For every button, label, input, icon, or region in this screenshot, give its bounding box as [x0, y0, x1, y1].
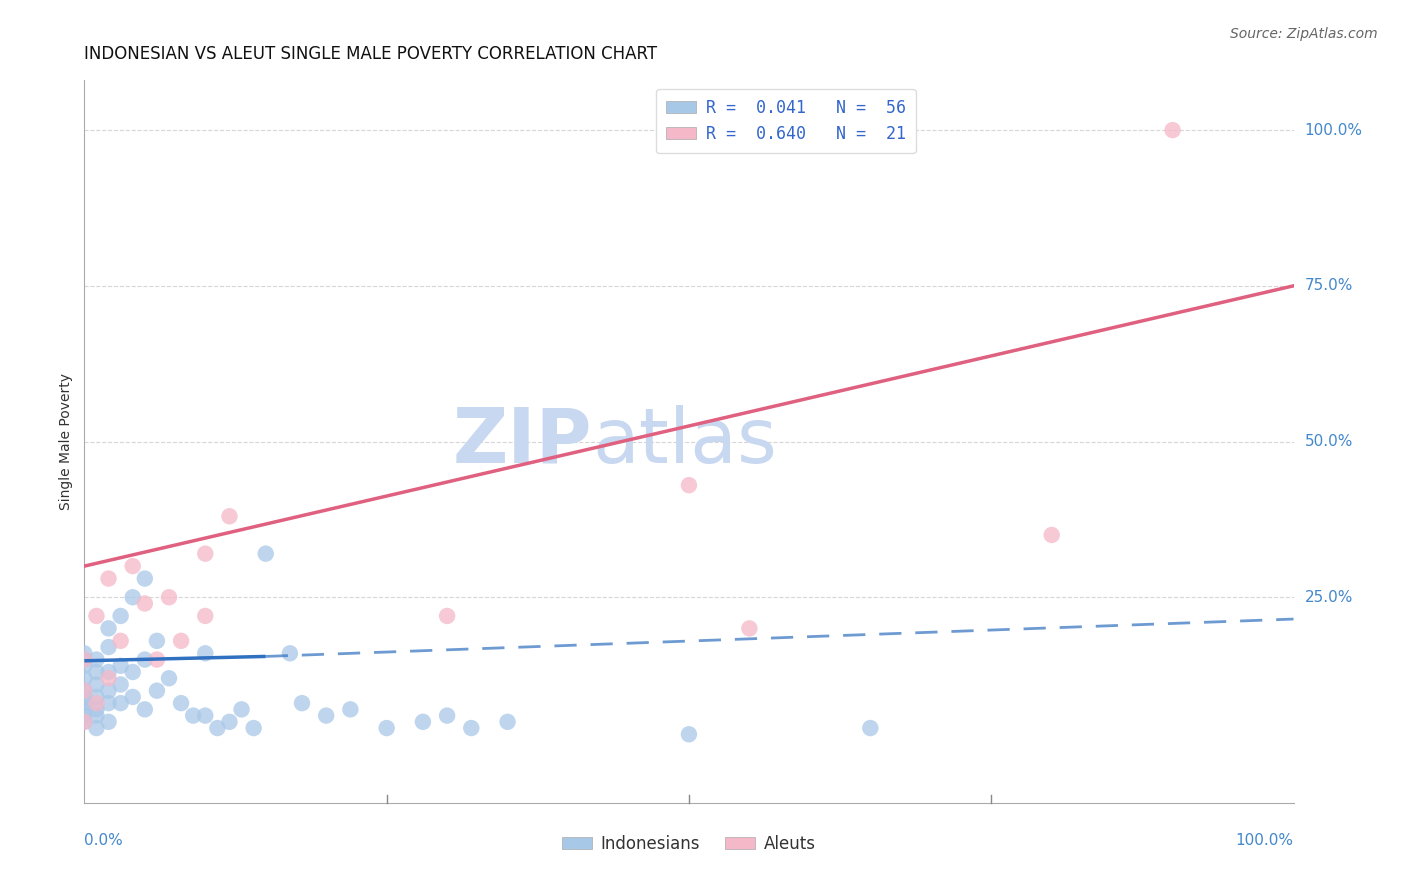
Point [73, 646, 96, 660]
Point [278, 646, 301, 660]
Point [134, 652, 156, 666]
Point [86, 721, 108, 735]
Point [146, 633, 169, 648]
Point [194, 609, 217, 624]
Point [678, 727, 700, 741]
Point [496, 714, 519, 729]
Point [1161, 123, 1184, 137]
Point [73, 696, 96, 710]
Point [254, 547, 277, 561]
Text: 50.0%: 50.0% [1305, 434, 1353, 449]
Point [110, 609, 132, 624]
Point [436, 609, 458, 624]
Point [231, 702, 253, 716]
Point [73, 690, 96, 704]
Point [375, 721, 398, 735]
Point [97, 696, 120, 710]
Point [97, 683, 120, 698]
Point [194, 547, 217, 561]
Point [157, 591, 180, 605]
Text: 0.0%: 0.0% [84, 833, 124, 848]
Point [73, 658, 96, 673]
Point [73, 708, 96, 723]
Point [121, 690, 143, 704]
Point [110, 696, 132, 710]
Point [146, 683, 169, 698]
Point [315, 708, 337, 723]
Point [339, 702, 361, 716]
Point [738, 621, 761, 635]
Text: 100.0%: 100.0% [1236, 833, 1294, 848]
Point [86, 708, 108, 723]
Y-axis label: Single Male Poverty: Single Male Poverty [59, 373, 73, 510]
Point [73, 714, 96, 729]
Point [73, 714, 96, 729]
Point [86, 696, 108, 710]
Point [121, 559, 143, 574]
Point [121, 665, 143, 679]
Point [97, 572, 120, 586]
Point [218, 509, 240, 524]
Point [73, 702, 96, 716]
Point [291, 696, 314, 710]
Point [86, 690, 108, 704]
Text: atlas: atlas [592, 405, 778, 478]
Point [134, 572, 156, 586]
Legend: Indonesians, Aleuts: Indonesians, Aleuts [555, 828, 823, 860]
Point [242, 721, 264, 735]
Point [207, 721, 229, 735]
Point [86, 677, 108, 691]
Point [86, 665, 108, 679]
Point [134, 597, 156, 611]
Text: Source: ZipAtlas.com: Source: ZipAtlas.com [1230, 27, 1378, 41]
Point [170, 633, 193, 648]
Point [97, 621, 120, 635]
Text: INDONESIAN VS ALEUT SINGLE MALE POVERTY CORRELATION CHART: INDONESIAN VS ALEUT SINGLE MALE POVERTY … [84, 45, 658, 63]
Point [859, 721, 882, 735]
Point [678, 478, 700, 492]
Point [170, 696, 193, 710]
Point [110, 677, 132, 691]
Text: ZIP: ZIP [453, 405, 592, 478]
Point [412, 714, 434, 729]
Point [73, 683, 96, 698]
Point [194, 708, 217, 723]
Point [86, 652, 108, 666]
Text: 25.0%: 25.0% [1305, 590, 1353, 605]
Point [121, 591, 143, 605]
Point [110, 658, 132, 673]
Point [73, 652, 96, 666]
Point [218, 714, 240, 729]
Point [73, 652, 96, 666]
Point [460, 721, 482, 735]
Point [110, 633, 132, 648]
Point [97, 665, 120, 679]
Point [436, 708, 458, 723]
Point [181, 708, 204, 723]
Point [86, 609, 108, 624]
Point [73, 683, 96, 698]
Point [157, 671, 180, 685]
Point [97, 671, 120, 685]
Point [134, 702, 156, 716]
Point [97, 640, 120, 654]
Point [1040, 528, 1063, 542]
Point [97, 714, 120, 729]
Text: 100.0%: 100.0% [1305, 122, 1362, 137]
Point [73, 671, 96, 685]
Point [146, 652, 169, 666]
Point [194, 646, 217, 660]
Text: 75.0%: 75.0% [1305, 278, 1353, 293]
Point [86, 702, 108, 716]
